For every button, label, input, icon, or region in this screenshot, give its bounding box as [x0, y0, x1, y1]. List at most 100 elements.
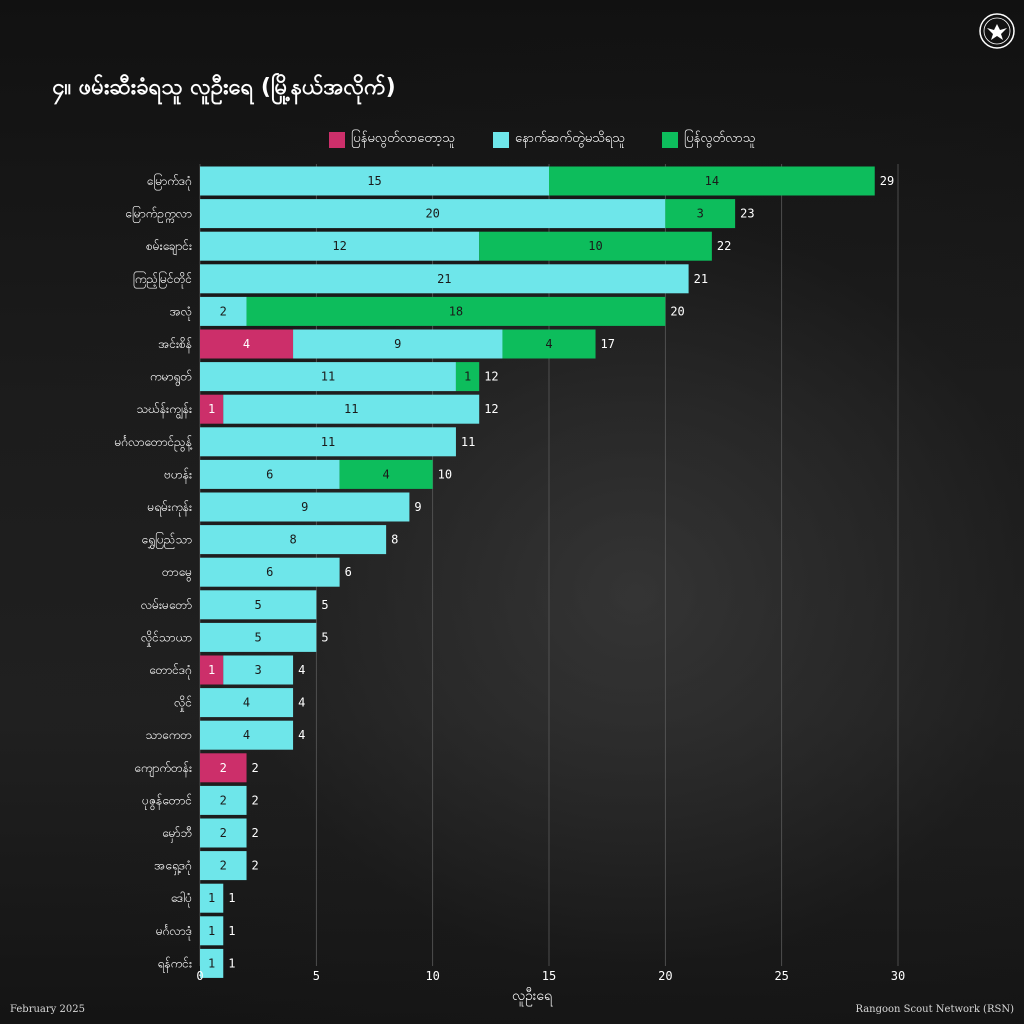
bar-value-label: 1: [208, 402, 215, 416]
bar-value-label: 1: [208, 891, 215, 905]
bar-value-label: 18: [449, 304, 463, 318]
bar-total-label: 12: [484, 370, 498, 384]
bar-value-label: 1: [464, 370, 471, 384]
bar-value-label: 4: [243, 728, 250, 742]
category-label: သဃ်န်းကျွန်း: [137, 401, 192, 420]
bar-value-label: 4: [545, 337, 552, 351]
bar-segment-released: [455, 362, 480, 392]
bar-total-label: 8: [391, 533, 398, 547]
bar-total-label: 2: [252, 826, 259, 840]
category-label: အလုံ: [170, 304, 192, 321]
legend-swatch-pink: [329, 131, 345, 148]
bar-value-label: 2: [220, 304, 227, 318]
legend: ပြန်မလွတ်လာတော့သူ နောက်ဆက်တွဲမသိရသူ ပြန်…: [0, 130, 1024, 152]
bar-value-label: 3: [697, 207, 704, 221]
bar-segment-unknown: [200, 199, 666, 229]
category-label: မရမ်းကုန်း: [147, 499, 192, 517]
bar-segment-released: [502, 329, 596, 359]
category-label: ကျောက်တန်း: [134, 760, 192, 778]
bar-total-label: 4: [298, 728, 305, 742]
bar-value-label: 12: [332, 239, 346, 253]
category-label: ရွှေပြည်သာ: [141, 531, 192, 550]
bar-total-label: 2: [252, 761, 259, 775]
category-label: မြောက်ဒဂုံ: [147, 172, 192, 191]
category-label: တာမွေ: [162, 565, 192, 582]
bar-value-label: 2: [220, 859, 227, 873]
bar-value-label: 11: [321, 435, 335, 449]
bar-segment-unknown: [200, 916, 224, 946]
bar-segment-unknown: [200, 688, 294, 718]
bar-value-label: 20: [425, 207, 439, 221]
bar-total-label: 5: [321, 598, 328, 612]
x-axis-title: လူဦးရေ: [512, 988, 553, 1006]
bar-value-label: 1: [208, 956, 215, 970]
bar-value-label: 3: [255, 663, 262, 677]
bar-total-label: 22: [717, 239, 731, 253]
x-tick-label: 5: [313, 969, 320, 983]
bar-segment-unknown: [200, 525, 387, 555]
category-label: ရန်ကင်း: [157, 955, 192, 973]
category-label: အင်းစိန်: [158, 336, 192, 354]
legend-swatch-cyan: [493, 131, 509, 148]
category-label: ပုဇွန်တောင်: [142, 792, 192, 810]
bar-total-label: 10: [438, 467, 452, 481]
bar-total-label: 21: [694, 272, 708, 286]
bar-total-label: 4: [298, 696, 305, 710]
bar-total-label: 23: [740, 207, 754, 221]
category-label: မင်္ဂလာဒုံ: [156, 923, 192, 941]
bar-segment-not-released: [200, 655, 224, 685]
bar-segment-unknown: [200, 492, 410, 522]
bar-value-label: 8: [289, 533, 296, 547]
bar-segment-unknown: [200, 427, 456, 457]
bar-segment-not-released: [200, 394, 224, 424]
bar-value-label: 2: [220, 761, 227, 775]
bar-total-label: 11: [461, 435, 475, 449]
bar-value-label: 6: [266, 467, 273, 481]
legend-label-pink: ပြန်မလွတ်လာတော့သူ: [351, 131, 455, 146]
bar-total-label: 9: [414, 500, 421, 514]
bar-segment-unknown: [200, 622, 317, 652]
bar-segment-released: [246, 296, 666, 326]
bar-value-label: 1: [208, 924, 215, 938]
category-label: တောင်ဒဂုံ: [149, 662, 192, 680]
bars: [200, 166, 875, 978]
bar-segment-not-released: [200, 329, 294, 359]
legend-label-cyan: နောက်ဆက်တွဲမသိရသူ: [515, 131, 625, 146]
legend-item-cyan: နောက်ဆက်တွဲမသိရသူ: [493, 130, 625, 149]
category-label: မှော်ဘီ: [162, 825, 192, 843]
bar-value-label: 10: [588, 239, 602, 253]
bar-total-label: 1: [228, 924, 235, 938]
bar-total-label: 1: [228, 956, 235, 970]
bar-segment-unknown: [200, 296, 247, 326]
bar-value-label: 4: [243, 337, 250, 351]
bar-value-label: 15: [367, 174, 381, 188]
category-label: သာကေတ: [146, 728, 192, 742]
x-axis-ticks: 0 5 10 15 20 25 30: [196, 969, 905, 983]
bar-segment-unknown: [200, 785, 247, 815]
bar-value-label: 11: [344, 402, 358, 416]
bar-segment-unknown: [200, 720, 294, 750]
bar-segment-unknown: [293, 329, 503, 359]
bar-total-label: 5: [321, 630, 328, 644]
bar-segment-unknown: [200, 231, 480, 261]
rsn-logo: [979, 13, 1015, 49]
bar-total-label: 29: [880, 174, 894, 188]
bar-value-label: 4: [243, 696, 250, 710]
bar-value-label: 2: [220, 793, 227, 807]
bar-total-label: 6: [345, 565, 352, 579]
bar-segment-unknown: [200, 590, 317, 620]
bar-value-label: 9: [301, 500, 308, 514]
bar-value-label: 4: [383, 467, 390, 481]
bar-segment-unknown: [200, 818, 247, 848]
chart-title: ၄။ ဖမ်းဆီးခံရသူ လူဦးရေ (မြို့နယ်အလိုက်): [52, 75, 396, 100]
bar-segment-unknown: [200, 557, 340, 587]
x-tick-label: 0: [196, 969, 203, 983]
category-label: လှိုင်သာယာ: [141, 629, 192, 647]
category-label: ကမာရွတ်: [150, 369, 192, 387]
bar-value-label: 5: [255, 598, 262, 612]
bar-segment-unknown: [200, 948, 224, 978]
bar-total-label: 20: [670, 304, 684, 318]
category-label: မြောက်ဥက္ကလာ: [125, 205, 192, 224]
